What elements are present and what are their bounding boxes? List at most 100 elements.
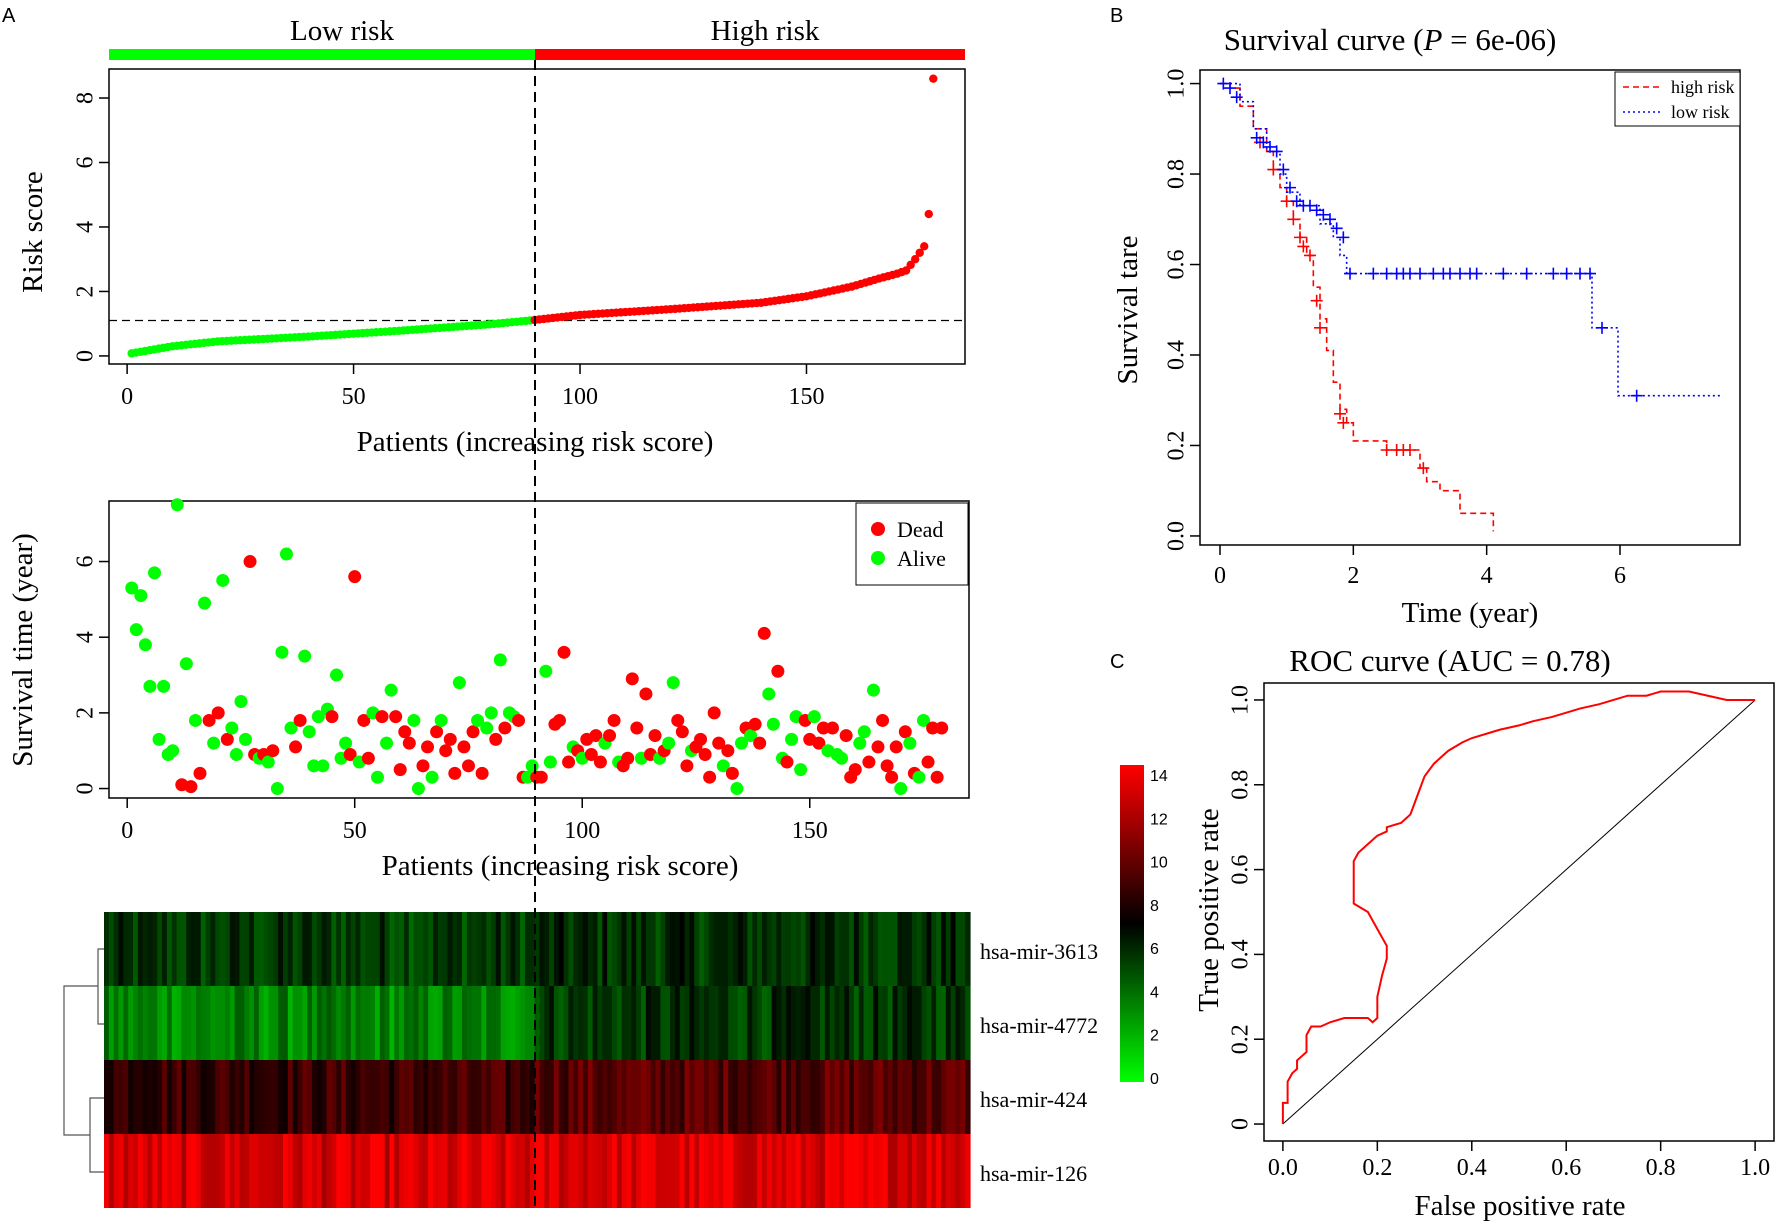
heatmap-cell bbox=[186, 986, 192, 1060]
alive-point bbox=[411, 782, 425, 796]
heatmap-cell bbox=[283, 1134, 289, 1208]
heatmap-cell bbox=[824, 986, 831, 1060]
dead-point bbox=[593, 755, 607, 769]
heatmap-cell bbox=[162, 1134, 168, 1208]
alive-point bbox=[866, 683, 880, 697]
heatmap-cell bbox=[253, 986, 260, 1060]
heatmap-cell bbox=[805, 912, 811, 986]
heatmap-cell bbox=[447, 1060, 453, 1134]
heatmap-cell bbox=[587, 1134, 594, 1208]
dead-point bbox=[393, 763, 407, 777]
heatmap-cell bbox=[732, 1134, 739, 1208]
heatmap-row-label: hsa-mir-126 bbox=[980, 1161, 1087, 1186]
heatmap-cell bbox=[350, 1060, 357, 1134]
km-low-censor-mark bbox=[1497, 267, 1510, 280]
heatmap-cell bbox=[582, 986, 589, 1060]
dead-point bbox=[625, 672, 639, 686]
km-high-censor-mark bbox=[1267, 163, 1280, 176]
heatmap-cell bbox=[940, 912, 947, 986]
heatmap-cell bbox=[805, 1134, 811, 1208]
dead-point bbox=[443, 732, 457, 746]
heatmap-cell bbox=[713, 1060, 720, 1134]
heatmap-cell bbox=[350, 912, 357, 986]
heatmap-cell bbox=[297, 1134, 303, 1208]
heatmap-cell bbox=[655, 986, 661, 1060]
heatmap-cell bbox=[742, 1060, 749, 1134]
heatmap-cell bbox=[195, 1060, 202, 1134]
heatmap-cell bbox=[505, 1134, 511, 1208]
heatmap-cell bbox=[737, 986, 744, 1060]
heatmap-cell bbox=[679, 912, 686, 986]
heatmap-cell bbox=[428, 1060, 434, 1134]
risk-point bbox=[915, 248, 924, 257]
km-low-censor-mark bbox=[1520, 267, 1533, 280]
heatmap-cell bbox=[936, 986, 942, 1060]
heatmap-cell bbox=[878, 1134, 884, 1208]
heatmap-cell bbox=[302, 1134, 308, 1208]
heatmap-cell bbox=[534, 986, 541, 1060]
heatmap-cell bbox=[133, 1134, 139, 1208]
heatmap-cell bbox=[215, 1134, 221, 1208]
heatmap-cell bbox=[321, 1134, 328, 1208]
heatmap-cell bbox=[878, 1060, 884, 1134]
dead-point bbox=[675, 725, 689, 739]
heatmap-cell bbox=[602, 1060, 608, 1134]
dead-point bbox=[898, 725, 912, 739]
heatmap-cell bbox=[902, 912, 908, 986]
heatmap-cell bbox=[573, 912, 579, 986]
heatmap-cell bbox=[616, 986, 623, 1060]
heatmap-cell bbox=[287, 1060, 294, 1134]
km-low-censor-mark bbox=[1304, 199, 1316, 212]
heatmap-cell bbox=[916, 1134, 923, 1208]
heatmap-cell bbox=[466, 1060, 473, 1134]
heatmap-cell bbox=[118, 912, 124, 986]
km-title: Survival curve (P = 6e-06) bbox=[1224, 22, 1557, 57]
alive-point bbox=[493, 653, 507, 667]
heatmap-cell bbox=[844, 986, 850, 1060]
heatmap-cell bbox=[379, 1060, 386, 1134]
heatmap-cell bbox=[365, 912, 371, 986]
heatmap-cell bbox=[181, 912, 187, 986]
km-low-censor-mark bbox=[1596, 321, 1608, 334]
risk-points bbox=[127, 74, 938, 358]
heatmap-cell bbox=[892, 912, 899, 986]
dead-point bbox=[885, 770, 899, 784]
km-high-censor-mark bbox=[1404, 444, 1416, 456]
heatmap-cell bbox=[747, 1060, 753, 1134]
roc-curve bbox=[1281, 690, 1756, 1125]
dead-point bbox=[448, 766, 462, 780]
heatmap-cell bbox=[868, 912, 874, 986]
heatmap-cell bbox=[510, 986, 516, 1060]
heatmap-cell bbox=[471, 986, 478, 1060]
heatmap-cell bbox=[781, 986, 787, 1060]
dead-point bbox=[475, 766, 489, 780]
low-risk-bar bbox=[109, 49, 535, 60]
heatmap-cell bbox=[442, 986, 449, 1060]
heatmap-cell bbox=[234, 912, 241, 986]
heatmap-cell bbox=[636, 912, 642, 986]
heatmap-cell bbox=[853, 1134, 860, 1208]
y-tick-label: 0 bbox=[73, 783, 99, 795]
heatmap-cell bbox=[761, 912, 768, 986]
dead-point bbox=[880, 759, 894, 773]
heatmap-cell bbox=[258, 986, 265, 1060]
heatmap-cell bbox=[844, 1134, 850, 1208]
heatmap-cell bbox=[176, 1134, 183, 1208]
heatmap-cell bbox=[607, 1060, 613, 1134]
dead-point bbox=[680, 759, 694, 773]
heatmap-cell bbox=[592, 986, 599, 1060]
alive-point bbox=[284, 721, 298, 735]
heatmap-cell bbox=[921, 1134, 928, 1208]
alive-point bbox=[316, 759, 330, 773]
heatmap-cell bbox=[699, 1060, 705, 1134]
heatmap-cell bbox=[515, 1134, 521, 1208]
heatmap-cell bbox=[757, 986, 763, 1060]
heatmap-cell bbox=[491, 986, 497, 1060]
alive-point bbox=[903, 736, 917, 750]
heatmap-cell bbox=[887, 912, 894, 986]
heatmap-cell bbox=[176, 912, 183, 986]
heatmap-cell bbox=[476, 1060, 482, 1134]
heatmap-cell bbox=[355, 986, 362, 1060]
km-low-censor-mark bbox=[1270, 145, 1283, 158]
dead-point bbox=[935, 721, 949, 735]
